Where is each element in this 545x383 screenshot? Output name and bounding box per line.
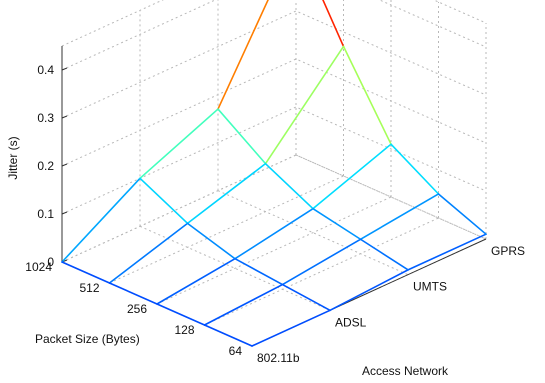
- floor-grid-line: [109, 175, 344, 284]
- grid-lines: [61, 0, 487, 347]
- z-tick-mark: [61, 211, 68, 215]
- surface-edge: [359, 193, 440, 241]
- y-tick-label: 802.11b: [257, 351, 300, 365]
- grid-line-z: [61, 0, 487, 47]
- surface-edge: [322, 0, 345, 48]
- surface-edge: [217, 108, 267, 165]
- surface-edge: [186, 222, 236, 260]
- surface-edge: [437, 193, 487, 235]
- surface-edge: [390, 143, 440, 195]
- z-tick-mark: [61, 115, 68, 119]
- surface-edge: [312, 143, 392, 210]
- tick-labels: 0 0.1 0.2 0.3 0.4 1024 512 256 128 64 802.11b ADSL U…: [25, 63, 525, 365]
- surface-edge: [264, 162, 314, 210]
- surface-edge: [264, 45, 345, 165]
- z-tick-mark: [61, 67, 68, 71]
- surface-edge: [139, 108, 219, 180]
- surface-edge: [281, 238, 362, 286]
- surface-edge: [312, 207, 362, 241]
- floor-grid-line: [156, 196, 392, 305]
- x-tick-label: 256: [127, 302, 147, 316]
- x-tick-label: 512: [79, 281, 99, 295]
- surface-edge: [61, 177, 141, 263]
- surface-edge: [217, 0, 269, 110]
- y-tick-label: GPRS: [491, 244, 525, 258]
- surface-edge: [407, 233, 487, 271]
- z-tick-label: 0: [47, 255, 54, 269]
- surface-edge: [203, 324, 253, 347]
- surface-edge: [108, 222, 189, 284]
- surface-edge: [186, 162, 267, 225]
- surface-edge: [108, 282, 158, 305]
- z-tick-label: 0.2: [37, 159, 54, 173]
- x-tick-label: 128: [174, 323, 194, 337]
- y-tick-label: UMTS: [413, 280, 447, 294]
- floor-grid-line: [61, 154, 297, 263]
- x-tick-label: 1024: [25, 260, 52, 274]
- surface-edge: [61, 261, 111, 284]
- grid-line-z: [61, 0, 487, 71]
- surface-edge: [359, 238, 409, 271]
- surface-edge: [203, 283, 284, 326]
- z-tick-label: 0.1: [37, 207, 54, 221]
- surface-edge: [329, 269, 409, 312]
- z-tick-mark: [61, 163, 68, 167]
- z-axis-label: Jitter (s): [6, 136, 20, 179]
- surface-edge: [234, 257, 284, 286]
- x-axis-label: Packet Size (Bytes): [35, 332, 140, 346]
- surface-edge: [139, 177, 189, 225]
- grid-line-z: [61, 10, 487, 119]
- y-axis-label: Access Network: [362, 364, 449, 378]
- x-tick-label: 64: [229, 344, 243, 358]
- surface-edge: [251, 309, 331, 347]
- y-tick-label: ADSL: [335, 315, 367, 329]
- surface-edge: [234, 207, 314, 260]
- z-tick-label: 0.4: [37, 63, 54, 77]
- surface-mesh: [61, 0, 487, 347]
- surface-edge: [281, 283, 331, 312]
- z-tick-label: 0.3: [37, 111, 54, 125]
- surface-edge: [156, 257, 236, 305]
- surface-edge: [342, 45, 392, 145]
- grid-line-z: [61, 106, 487, 215]
- surface-edge: [156, 303, 206, 326]
